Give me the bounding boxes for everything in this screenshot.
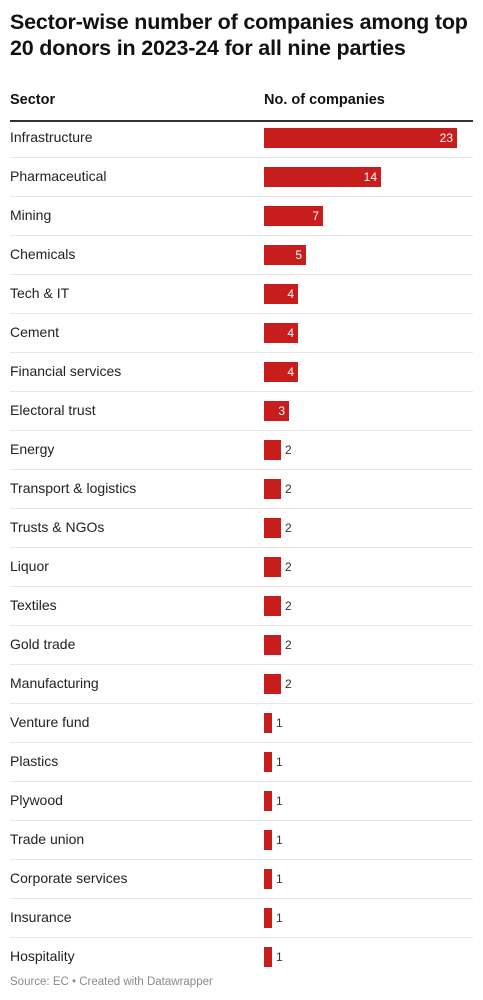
bar-value-label: 14: [363, 170, 377, 184]
table-row: Chemicals 5: [10, 236, 473, 275]
bar-value-label: 2: [285, 560, 292, 574]
bar: [264, 284, 298, 304]
table-row: Cement 4: [10, 314, 473, 353]
bar: [264, 245, 306, 265]
bar-value-label: 2: [285, 638, 292, 652]
table-row: Manufacturing 2: [10, 665, 473, 704]
sector-label: Trusts & NGOs: [10, 519, 105, 535]
table-row: Trade union 1: [10, 821, 473, 860]
bar: [264, 752, 272, 772]
sector-label: Pharmaceutical: [10, 168, 107, 184]
table-row: Transport & logistics 2: [10, 470, 473, 509]
bar-value-label: 4: [287, 365, 294, 379]
sector-label: Infrastructure: [10, 129, 93, 145]
table-row: Pharmaceutical 14: [10, 158, 473, 197]
bar-value-label: 1: [276, 833, 283, 847]
table-row: Insurance 1: [10, 899, 473, 938]
bar-value-label: 23: [439, 131, 453, 145]
bar: [264, 947, 272, 967]
chart-title: Sector-wise number of companies among to…: [10, 10, 468, 60]
bar-value-label: 1: [276, 716, 283, 730]
table-row: Liquor 2: [10, 548, 473, 587]
table-row: Plywood 1: [10, 782, 473, 821]
table-row: Energy 2: [10, 431, 473, 470]
bar: [264, 440, 281, 460]
bar: [264, 635, 281, 655]
table-row: Trusts & NGOs 2: [10, 509, 473, 548]
source-note: Source: EC • Created with Datawrapper: [10, 976, 213, 988]
bar: [264, 128, 457, 148]
sector-label: Trade union: [10, 831, 85, 847]
bar-value-label: 3: [278, 404, 285, 418]
table-row: Financial services 4: [10, 353, 473, 392]
sector-label: Chemicals: [10, 246, 76, 262]
count-column-header: No. of companies: [264, 92, 385, 108]
sector-label: Financial services: [10, 363, 122, 379]
bar: [264, 869, 272, 889]
sector-label: Plastics: [10, 753, 59, 769]
table-row: Electoral trust 3: [10, 392, 473, 431]
sector-label: Cement: [10, 324, 60, 340]
bar-value-label: 1: [276, 872, 283, 886]
bar: [264, 479, 281, 499]
bar: [264, 362, 298, 382]
bar: [264, 830, 272, 850]
bar: [264, 596, 281, 616]
bar-value-label: 1: [276, 911, 283, 925]
bar-value-label: 2: [285, 482, 292, 496]
table-row: Textiles 2: [10, 587, 473, 626]
table-row: Corporate services 1: [10, 860, 473, 899]
table-row: Venture fund 1: [10, 704, 473, 743]
sector-label: Hospitality: [10, 948, 75, 964]
sector-label: Manufacturing: [10, 675, 99, 691]
bar-value-label: 2: [285, 599, 292, 613]
bar-value-label: 2: [285, 677, 292, 691]
sector-label: Plywood: [10, 792, 63, 808]
bar-rows: Infrastructure 23 Pharmaceutical 14 Mining 7 C…: [10, 119, 473, 976]
sector-label: Transport & logistics: [10, 480, 137, 496]
bar-value-label: 1: [276, 794, 283, 808]
sector-column-header: Sector: [10, 92, 56, 108]
sector-label: Mining: [10, 207, 52, 223]
sector-label: Insurance: [10, 909, 72, 925]
bar-value-label: 4: [287, 287, 294, 301]
bar-value-label: 1: [276, 950, 283, 964]
bar: [264, 167, 381, 187]
bar-value-label: 7: [312, 209, 319, 223]
sector-label: Venture fund: [10, 714, 90, 730]
bar-value-label: 1: [276, 755, 283, 769]
table-header: Sector No. of companies: [10, 90, 473, 122]
bar-value-label: 2: [285, 443, 292, 457]
bar-value-label: 2: [285, 521, 292, 535]
bar: [264, 791, 272, 811]
bar: [264, 713, 272, 733]
sector-label: Energy: [10, 441, 55, 457]
sector-label: Tech & IT: [10, 285, 70, 301]
sector-label: Gold trade: [10, 636, 76, 652]
bar: [264, 401, 289, 421]
bar: [264, 557, 281, 577]
bar: [264, 518, 281, 538]
sector-label: Textiles: [10, 597, 57, 613]
table-row: Tech & IT 4: [10, 275, 473, 314]
bar-value-label: 4: [287, 326, 294, 340]
bar: [264, 206, 323, 226]
bar-value-label: 5: [295, 248, 302, 262]
table-row: Infrastructure 23: [10, 119, 473, 158]
table-row: Gold trade 2: [10, 626, 473, 665]
table-row: Mining 7: [10, 197, 473, 236]
bar: [264, 674, 281, 694]
table-row: Hospitality 1: [10, 938, 473, 976]
bar: [264, 323, 298, 343]
table-row: Plastics 1: [10, 743, 473, 782]
sector-label: Electoral trust: [10, 402, 96, 418]
sector-label: Corporate services: [10, 870, 128, 886]
bar: [264, 908, 272, 928]
sector-label: Liquor: [10, 558, 49, 574]
